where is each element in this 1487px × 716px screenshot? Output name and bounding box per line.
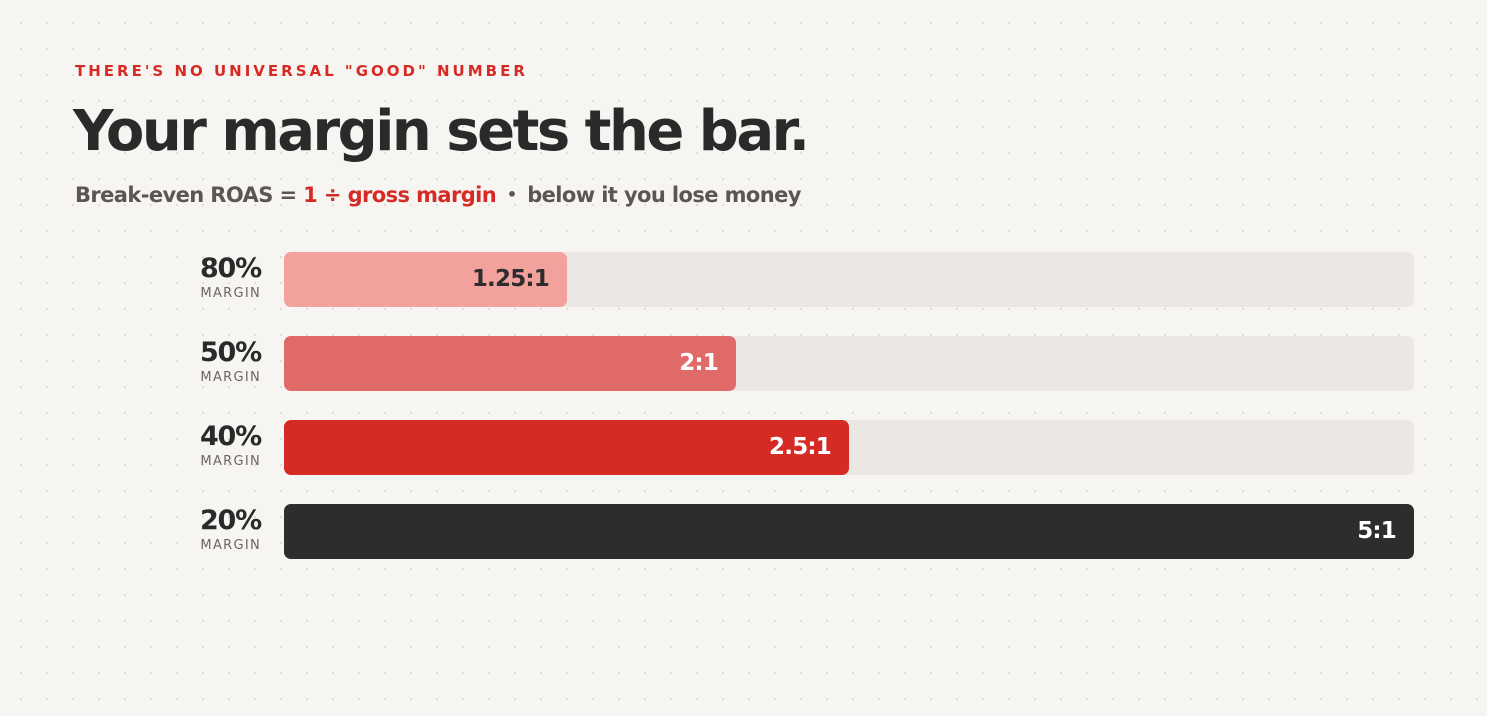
subtitle: Break-even ROAS = 1 ÷ gross margin • bel… <box>75 180 801 212</box>
bar-track: 2.5:1 <box>284 420 1414 475</box>
bar-row: 20% MARGIN 5:1 <box>0 504 1487 560</box>
data-label: 2:1 <box>679 350 719 376</box>
bar: 5:1 <box>284 504 1414 559</box>
bar-row: 50% MARGIN 2:1 <box>0 336 1487 392</box>
category-label: 20% MARGIN <box>160 504 262 554</box>
bar-track: 1.25:1 <box>284 252 1414 307</box>
data-label: 2.5:1 <box>769 434 832 460</box>
margin-percent: 50% <box>199 337 262 368</box>
bar: 2.5:1 <box>284 420 849 475</box>
data-label: 5:1 <box>1357 518 1397 544</box>
bar-row: 40% MARGIN 2.5:1 <box>0 420 1487 476</box>
margin-unit-label: MARGIN <box>200 286 261 301</box>
bar: 2:1 <box>284 336 736 391</box>
subtitle-lead: Break-even ROAS = <box>75 183 304 207</box>
subtitle-tail: below it you lose money <box>527 183 801 207</box>
margin-percent: 40% <box>199 421 262 452</box>
bar-track: 5:1 <box>284 504 1414 559</box>
formula-highlight: 1 ÷ gross margin <box>303 183 497 207</box>
category-label: 80% MARGIN <box>160 252 262 302</box>
data-label: 1.25:1 <box>471 266 550 292</box>
eyebrow-label: THERE'S NO UNIVERSAL "GOOD" NUMBER <box>75 62 528 80</box>
margin-percent: 20% <box>199 505 262 536</box>
margin-unit-label: MARGIN <box>200 454 261 469</box>
margin-percent: 80% <box>199 253 262 284</box>
page-title: Your margin sets the bar. <box>73 99 810 164</box>
margin-unit-label: MARGIN <box>200 370 261 385</box>
bar: 1.25:1 <box>284 252 567 307</box>
bar-track: 2:1 <box>284 336 1414 391</box>
separator-dot: • <box>506 185 517 204</box>
bar-row: 80% MARGIN 1.25:1 <box>0 252 1487 308</box>
category-label: 40% MARGIN <box>160 420 262 470</box>
category-label: 50% MARGIN <box>160 336 262 386</box>
margin-unit-label: MARGIN <box>200 538 261 553</box>
